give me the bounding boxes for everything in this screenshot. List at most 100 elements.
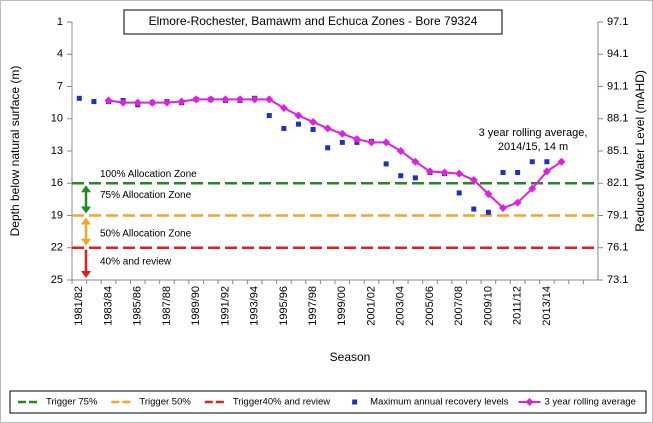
data-point <box>396 147 405 155</box>
arrow-head <box>81 185 91 193</box>
y2-tick-label: 79.1 <box>607 209 628 221</box>
data-point <box>309 117 318 126</box>
y2-tick-label: 91.1 <box>607 80 628 92</box>
data-point <box>557 157 566 166</box>
data-point <box>91 99 97 105</box>
x-tick-label: 2009/10 <box>482 286 494 326</box>
data-point <box>513 198 522 207</box>
y2-tick-label: 97.1 <box>607 16 628 28</box>
x-tick-label: 1989/90 <box>190 286 202 326</box>
x-tick-label: 2007/08 <box>453 286 465 326</box>
y-tick-label: 25 <box>51 274 63 286</box>
y-tick-label: 4 <box>57 48 63 60</box>
y2-tick-label: 73.1 <box>607 274 628 286</box>
y2-tick-label: 94.1 <box>607 48 628 60</box>
legend <box>9 390 647 414</box>
data-point <box>148 98 157 107</box>
zone-label: 75% Allocation Zone <box>100 190 192 201</box>
data-point <box>352 135 361 144</box>
data-point <box>338 129 347 138</box>
data-point <box>542 167 551 176</box>
data-point <box>529 159 535 165</box>
arrow-head <box>81 238 91 246</box>
data-point <box>119 98 128 107</box>
data-point <box>440 168 449 177</box>
data-point <box>383 161 389 167</box>
data-point <box>485 209 491 215</box>
data-point <box>412 175 418 181</box>
y-tick-label: 19 <box>51 209 63 221</box>
data-point <box>528 184 537 193</box>
x-tick-label: 1983/84 <box>102 286 114 326</box>
data-point <box>162 98 171 107</box>
y-axis-label: Depth below natural surface (m) <box>8 66 22 237</box>
data-point <box>265 95 274 104</box>
x-tick-label: 1987/88 <box>161 286 173 326</box>
data-point <box>515 170 521 175</box>
annotation: 2014/15, 14 m <box>498 141 568 153</box>
data-point <box>250 95 259 104</box>
y-tick-label: 1 <box>57 16 63 28</box>
data-point <box>325 145 331 151</box>
x-tick-label: 1985/86 <box>132 286 144 326</box>
x-tick-label: 2013/14 <box>541 286 553 326</box>
data-point <box>471 206 477 212</box>
x-tick-label: 2003/04 <box>395 286 407 326</box>
data-point <box>367 138 376 147</box>
legend-label: Trigger40% and review <box>233 397 330 408</box>
data-point <box>339 139 345 145</box>
y2-tick-label: 76.1 <box>607 242 628 254</box>
data-point <box>281 125 287 131</box>
chart-title: Elmore-Rochester, Bamawm and Echuca Zone… <box>149 14 478 28</box>
arrow-head <box>81 217 91 225</box>
data-point <box>177 97 186 106</box>
y-tick-label: 13 <box>51 145 63 157</box>
annotation: 3 year rolling average, <box>479 127 588 139</box>
data-point <box>236 95 245 104</box>
y-tick-label: 16 <box>51 177 63 189</box>
legend-label: 3 year rolling average <box>545 397 636 408</box>
x-tick-label: 1995/96 <box>278 286 290 326</box>
legend-swatch <box>525 398 534 406</box>
data-point <box>425 167 434 176</box>
data-point <box>484 190 493 198</box>
zone-label: 40% and review <box>100 257 172 268</box>
legend-label: Trigger 75% <box>46 397 98 408</box>
data-point <box>76 95 82 101</box>
data-point <box>469 176 478 185</box>
data-point <box>544 159 550 165</box>
y-tick-label: 22 <box>51 242 63 254</box>
arrow-head <box>81 206 91 214</box>
x-tick-label: 2005/06 <box>424 286 436 326</box>
data-point <box>499 203 508 212</box>
data-point <box>266 113 272 119</box>
zone-label: 100% Allocation Zone <box>100 169 197 180</box>
data-point <box>221 95 230 104</box>
data-point <box>310 127 316 132</box>
y2-tick-label: 85.1 <box>607 145 628 157</box>
data-point <box>323 124 332 133</box>
data-point <box>456 190 462 196</box>
x-tick-label: 1993/94 <box>249 286 261 326</box>
title-box <box>123 9 503 35</box>
x-tick-label: 1991/92 <box>219 286 231 326</box>
data-point <box>295 121 301 127</box>
legend-swatch <box>352 399 358 405</box>
y2-axis-label: Reduced Water Level (mAHD) <box>633 70 647 232</box>
x-tick-label: 1999/00 <box>336 286 348 326</box>
data-point <box>398 173 404 179</box>
x-tick-label: 2001/02 <box>365 286 377 326</box>
y2-tick-label: 82.1 <box>607 177 628 189</box>
zone-label: 50% Allocation Zone <box>100 228 192 239</box>
y-tick-label: 7 <box>57 80 63 92</box>
data-point <box>500 170 506 175</box>
x-axis-label: Season <box>330 350 371 364</box>
legend-label: Trigger 50% <box>139 397 191 408</box>
legend-label: Maximum annual recovery levels <box>370 397 509 408</box>
data-point <box>382 138 391 147</box>
y2-tick-label: 88.1 <box>607 113 628 125</box>
data-point <box>279 104 288 112</box>
data-point <box>411 157 420 166</box>
